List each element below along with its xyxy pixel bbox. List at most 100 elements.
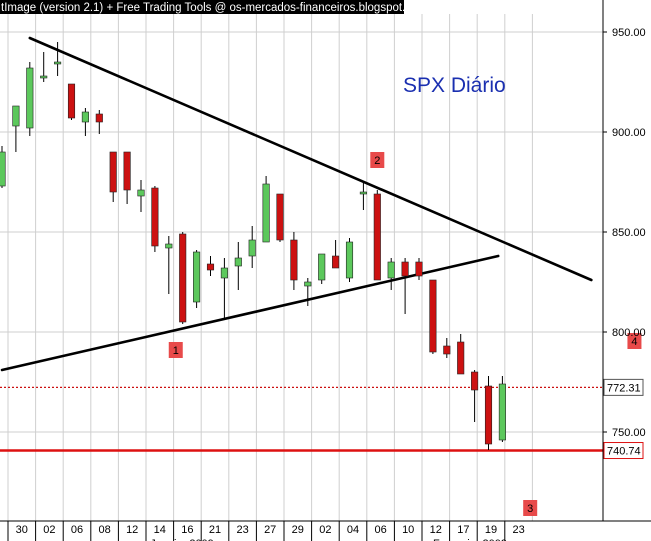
candle-body [276, 193, 284, 241]
candle [151, 186, 159, 252]
y-tick-label: 800.00 [612, 327, 646, 339]
grid-layer [0, 14, 603, 521]
month-label: Janeiro 2009 [150, 538, 214, 541]
candle-body [0, 151, 6, 187]
candle [67, 83, 76, 120]
candle-body [220, 267, 228, 279]
x-tick-label: 02 [43, 524, 55, 536]
candle-body [123, 151, 131, 191]
candle-body [318, 253, 326, 281]
marker-box [168, 342, 183, 358]
candle [359, 182, 367, 210]
x-tick-label: 29 [292, 524, 304, 536]
x-tick-label: 02 [319, 524, 331, 536]
marker-label: 4 [631, 336, 637, 348]
candle [471, 370, 479, 422]
candle-body [248, 239, 256, 257]
candle [179, 232, 187, 324]
candle-body [498, 383, 506, 441]
candle [12, 105, 20, 152]
candle [262, 176, 270, 243]
candle-body [40, 75, 48, 79]
level-price-box [603, 378, 644, 396]
candle [234, 242, 242, 290]
candle [276, 193, 284, 242]
marker-layer: 1 2 3 4 [168, 152, 642, 516]
header-text: tImage (version 2.1) + Free Trading Tool… [1, 2, 427, 14]
candle-body [290, 239, 298, 281]
candle [498, 376, 506, 442]
candle [81, 108, 89, 136]
candle [95, 110, 103, 134]
candle-body [471, 371, 479, 391]
level-layer: 772.31 740.74 [0, 378, 644, 460]
marker-box [523, 500, 538, 516]
candle [40, 52, 48, 82]
x-tick-label: 06 [71, 524, 83, 536]
candle [206, 256, 215, 276]
y-tick-label: 850.00 [612, 227, 646, 239]
x-tick-label: 27 [264, 524, 276, 536]
candle [443, 338, 451, 358]
candle [484, 376, 493, 450]
chart-title: SPX Diário [403, 74, 506, 97]
candle [54, 42, 62, 76]
x-tick-label: 21 [209, 524, 221, 536]
candle [109, 151, 117, 202]
candle [401, 258, 409, 314]
candle-body [193, 251, 201, 303]
marker-label: 2 [374, 155, 380, 167]
resistance-trendline [28, 36, 593, 282]
candle-body [415, 261, 423, 277]
x-tick-label: 04 [347, 524, 359, 536]
candle-body [457, 341, 465, 375]
candle-body [401, 261, 409, 277]
candle-body [95, 113, 103, 123]
marker-box [627, 333, 642, 349]
candle [26, 62, 34, 136]
candle-body [81, 111, 89, 123]
candle [0, 146, 6, 188]
y-tick-label: 900.00 [612, 127, 646, 139]
candle [373, 190, 381, 281]
candle-body [345, 241, 354, 279]
candle [304, 278, 312, 306]
candle-body [137, 189, 145, 197]
marker-box [370, 152, 385, 168]
candle [165, 236, 173, 294]
month-label: Fevereiro 2009 [433, 538, 507, 541]
candle [457, 334, 465, 375]
candle-body [26, 67, 34, 129]
candle [387, 258, 395, 290]
candle-body [359, 191, 367, 195]
x-tick-label: 10 [402, 524, 414, 536]
marker-label: 1 [173, 345, 179, 357]
candle-body [109, 151, 117, 193]
candle-body [304, 281, 312, 287]
candle [318, 253, 326, 284]
x-tick-label: 17 [457, 524, 469, 536]
candle-body [443, 345, 451, 355]
candle [220, 258, 228, 320]
x-tick-label: 19 [485, 524, 497, 536]
candle-body [387, 261, 395, 279]
candle-body [234, 257, 242, 267]
marker-label: 3 [527, 503, 533, 515]
level-price-label: 772.31 [607, 382, 641, 394]
x-tick-label: 16 [181, 524, 193, 536]
candle-body [12, 105, 20, 127]
candle-layer [0, 42, 506, 450]
x-tick-label: 06 [374, 524, 386, 536]
candle-body [484, 385, 493, 445]
y-tick-label: 750.00 [612, 427, 646, 439]
candle [123, 151, 131, 204]
header-bar [0, 0, 404, 14]
candle [345, 238, 354, 282]
x-tick-label: 30 [16, 524, 28, 536]
candle [429, 279, 437, 354]
candle-body [373, 193, 381, 281]
candle [248, 226, 256, 268]
candle-body [332, 255, 340, 269]
